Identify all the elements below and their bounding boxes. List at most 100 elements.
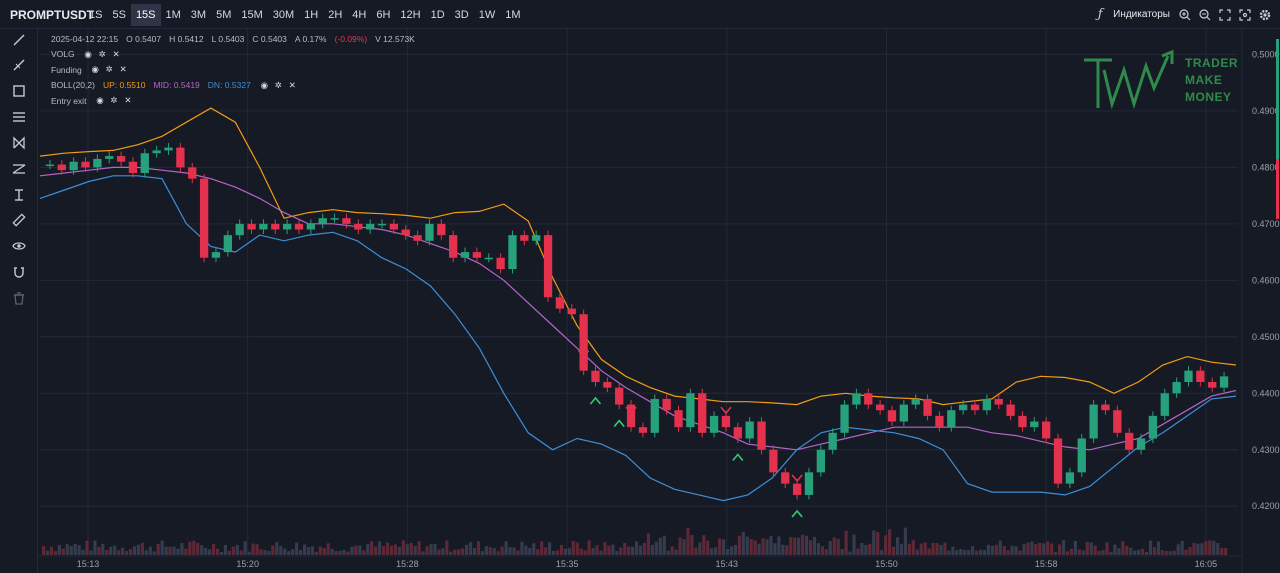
gear-icon[interactable]: ✲ xyxy=(110,95,118,106)
volume-bar xyxy=(658,537,662,555)
candle-down xyxy=(923,398,932,416)
timeframe-1d[interactable]: 1D xyxy=(430,8,445,21)
timeframe-4h[interactable]: 4H xyxy=(352,8,367,21)
candle-up xyxy=(306,223,316,230)
boll-middle-band xyxy=(39,166,1237,451)
candle-up xyxy=(223,235,232,253)
volume-bar xyxy=(1192,542,1196,555)
volume-bar xyxy=(413,545,417,555)
volume-bar xyxy=(164,546,168,555)
timeframe-6h[interactable]: 6H xyxy=(376,8,391,21)
timeframe-1w[interactable]: 1W xyxy=(478,8,496,21)
fib-icon[interactable] xyxy=(10,160,28,178)
close-icon[interactable]: ✕ xyxy=(119,64,127,75)
symbol-name[interactable]: PROMPTUSDT xyxy=(10,8,94,22)
x-tick-label: 15:43 xyxy=(716,559,739,569)
candle-down xyxy=(271,223,280,230)
volume-bar xyxy=(646,533,651,555)
fullscreen-icon[interactable] xyxy=(1218,8,1232,22)
volume-bar xyxy=(721,539,726,555)
volume-bar xyxy=(461,548,465,555)
volume-bar xyxy=(587,540,591,555)
volume-bar xyxy=(496,551,500,555)
volume-bar xyxy=(235,544,239,555)
volume-bar xyxy=(132,546,137,555)
volume-bar xyxy=(453,549,457,555)
timeframe-5s[interactable]: 5S xyxy=(112,8,126,21)
volume-bar xyxy=(243,541,247,555)
eye-icon[interactable]: ◉ xyxy=(96,95,104,106)
parallel-channel-icon[interactable] xyxy=(10,108,28,126)
candle-down xyxy=(1042,421,1051,439)
settings-icon[interactable] xyxy=(1258,8,1272,22)
timeframe-1s[interactable]: 1S xyxy=(89,8,103,21)
volume-bar xyxy=(1026,542,1030,555)
timeframe-5m[interactable]: 5M xyxy=(216,8,232,21)
volume-bar xyxy=(267,551,271,555)
candle-down xyxy=(1006,404,1015,416)
zoom-in-icon[interactable] xyxy=(1178,8,1192,22)
timeframe-3d[interactable]: 3D xyxy=(454,8,469,21)
fx-icon[interactable]: ƒ xyxy=(1097,7,1103,22)
volume-bar xyxy=(239,550,243,555)
study-name: VOLG xyxy=(51,49,75,60)
volume-bar xyxy=(512,547,516,555)
close-icon[interactable]: ✕ xyxy=(124,95,132,106)
trend-line-icon[interactable] xyxy=(10,31,28,49)
volume-bar xyxy=(915,549,919,555)
volume-bar xyxy=(994,544,998,555)
indicators-button[interactable]: Индикаторы xyxy=(1113,9,1170,20)
magnet-icon[interactable] xyxy=(10,263,28,281)
timeframe-12h[interactable]: 12H xyxy=(400,8,421,21)
timeframe-1m-month[interactable]: 1M xyxy=(505,8,521,21)
volume-bar xyxy=(1160,550,1164,555)
candle-down xyxy=(81,161,90,168)
volume-bar xyxy=(330,548,334,555)
close-icon[interactable]: ✕ xyxy=(288,79,296,90)
timeframe-1h[interactable]: 1H xyxy=(304,8,319,21)
eye-icon[interactable]: ◉ xyxy=(91,64,99,75)
candle-down xyxy=(116,156,126,162)
volume-bar xyxy=(1176,544,1180,555)
volume-bar xyxy=(192,540,196,555)
timeframe-1m[interactable]: 1M xyxy=(165,8,181,21)
legend-datetime: 2025-04-12 22:15 xyxy=(51,33,119,44)
gear-icon[interactable]: ✲ xyxy=(98,48,106,59)
volume-bar xyxy=(935,543,939,555)
volume-bar xyxy=(215,548,220,555)
gear-icon[interactable]: ✲ xyxy=(274,79,282,90)
screenshot-icon[interactable] xyxy=(1238,8,1252,22)
zoom-out-icon[interactable] xyxy=(1198,8,1212,22)
volume-bar xyxy=(279,546,283,555)
candle-down xyxy=(401,229,410,236)
rectangle-icon[interactable] xyxy=(10,82,28,100)
eye-icon[interactable]: ◉ xyxy=(260,79,268,90)
ray-icon[interactable] xyxy=(10,56,28,74)
gear-icon[interactable]: ✲ xyxy=(105,64,113,75)
timeframe-15m[interactable]: 15M xyxy=(241,8,263,21)
volume-bar xyxy=(678,537,682,555)
timeframe-30m[interactable]: 30M xyxy=(272,8,295,21)
text-cursor-icon[interactable] xyxy=(10,186,28,204)
volume-bar xyxy=(188,541,192,555)
volume-bar xyxy=(1014,546,1018,555)
trash-icon[interactable] xyxy=(10,289,28,307)
timeframe-3m[interactable]: 3M xyxy=(190,8,207,21)
volume-bar xyxy=(251,543,255,555)
candlestick-chart[interactable]: 0.5000 0.4900 0.4800 0.4700 0.4600 0.4500 0.44… xyxy=(38,29,1280,573)
volume-bar xyxy=(1117,548,1121,555)
watermark-line3: MONEY xyxy=(1185,90,1232,104)
timeframe-2h[interactable]: 2H xyxy=(328,8,343,21)
xabcd-pattern-icon[interactable] xyxy=(10,134,28,152)
ruler-icon[interactable] xyxy=(10,211,28,229)
timeframe-15s[interactable]: 15S xyxy=(130,3,161,26)
volume-bar xyxy=(931,542,935,555)
volume-bar xyxy=(662,535,666,555)
volume-bar xyxy=(741,531,745,555)
eye-icon[interactable]: ◉ xyxy=(84,48,92,59)
eye-icon[interactable] xyxy=(10,237,28,255)
volume-bar xyxy=(888,529,892,555)
candle-down xyxy=(567,308,576,315)
close-icon[interactable]: ✕ xyxy=(112,48,120,59)
candle-down xyxy=(247,223,256,230)
